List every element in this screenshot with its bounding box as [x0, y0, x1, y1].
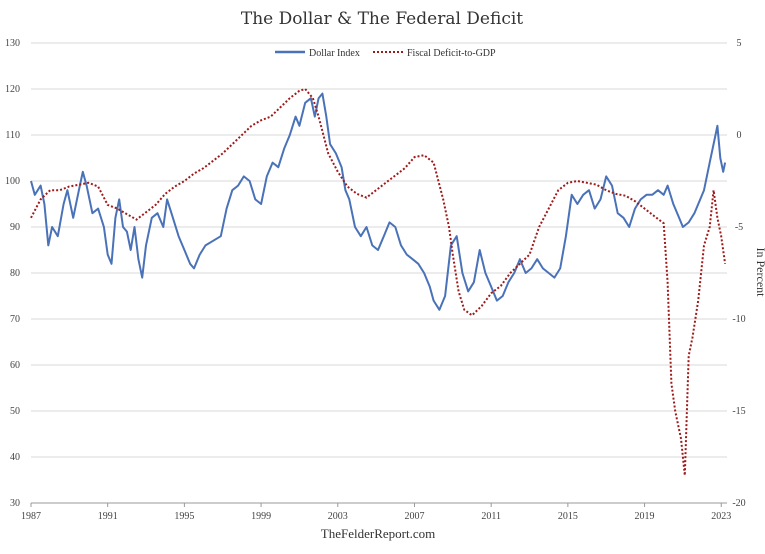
legend-label-fiscal-deficit: Fiscal Deficit-to-GDP [407, 48, 496, 59]
y-left-tick-label: 60 [10, 360, 20, 371]
x-tick-label: 2019 [635, 511, 655, 522]
y-right-tick-label: -15 [732, 406, 745, 417]
x-tick-label: 1995 [174, 511, 194, 522]
x-tick-label: 2003 [328, 511, 348, 522]
x-tick-label: 2023 [711, 511, 731, 522]
x-tick-label: 1987 [21, 511, 41, 522]
y-left-tick-label: 90 [10, 222, 20, 233]
right-axis-title: In Percent [754, 248, 765, 298]
y-right-tick-label: -5 [735, 222, 743, 233]
x-tick-label: 2011 [481, 511, 501, 522]
series-line-dollar-index [30, 92, 727, 311]
x-tick-label: 2007 [404, 511, 424, 522]
x-tick-label: 1999 [251, 511, 271, 522]
legend: Dollar Index Fiscal Deficit-to-GDP [275, 48, 496, 59]
legend-label-dollar-index: Dollar Index [309, 48, 360, 59]
series-line-fiscal-deficit [30, 87, 727, 476]
y-left-tick-label: 120 [5, 84, 20, 95]
x-axis: 1987 1991 1995 1999 2003 2007 2011 2015 2019 2023 [21, 503, 731, 522]
y-right-tick-label: -20 [732, 498, 745, 509]
y-left-tick-label: 70 [10, 314, 20, 325]
chart-title: The Dollar & The Federal Deficit [241, 9, 523, 29]
x-tick-label: 2015 [558, 511, 578, 522]
y-left-tick-label: 30 [10, 498, 20, 509]
y-left-tick-label: 80 [10, 268, 20, 279]
y-left-tick-label: 40 [10, 452, 20, 463]
y-left-tick-label: 130 [5, 38, 20, 49]
y-axis-right: -20 -15 -10 -5 0 5 [732, 38, 745, 509]
y-right-tick-label: 0 [737, 130, 742, 141]
y-right-tick-label: 5 [737, 38, 742, 49]
x-tick-label: 1991 [98, 511, 118, 522]
y-axis-left: 30 40 50 60 70 80 90 100 110 120 130 [5, 38, 20, 509]
y-left-tick-label: 100 [5, 176, 20, 187]
y-left-tick-label: 50 [10, 406, 20, 417]
gridlines [31, 42, 727, 504]
y-left-tick-label: 110 [5, 130, 20, 141]
chart-credit: TheFelderReport.com [321, 526, 435, 541]
y-right-tick-label: -10 [732, 314, 745, 325]
